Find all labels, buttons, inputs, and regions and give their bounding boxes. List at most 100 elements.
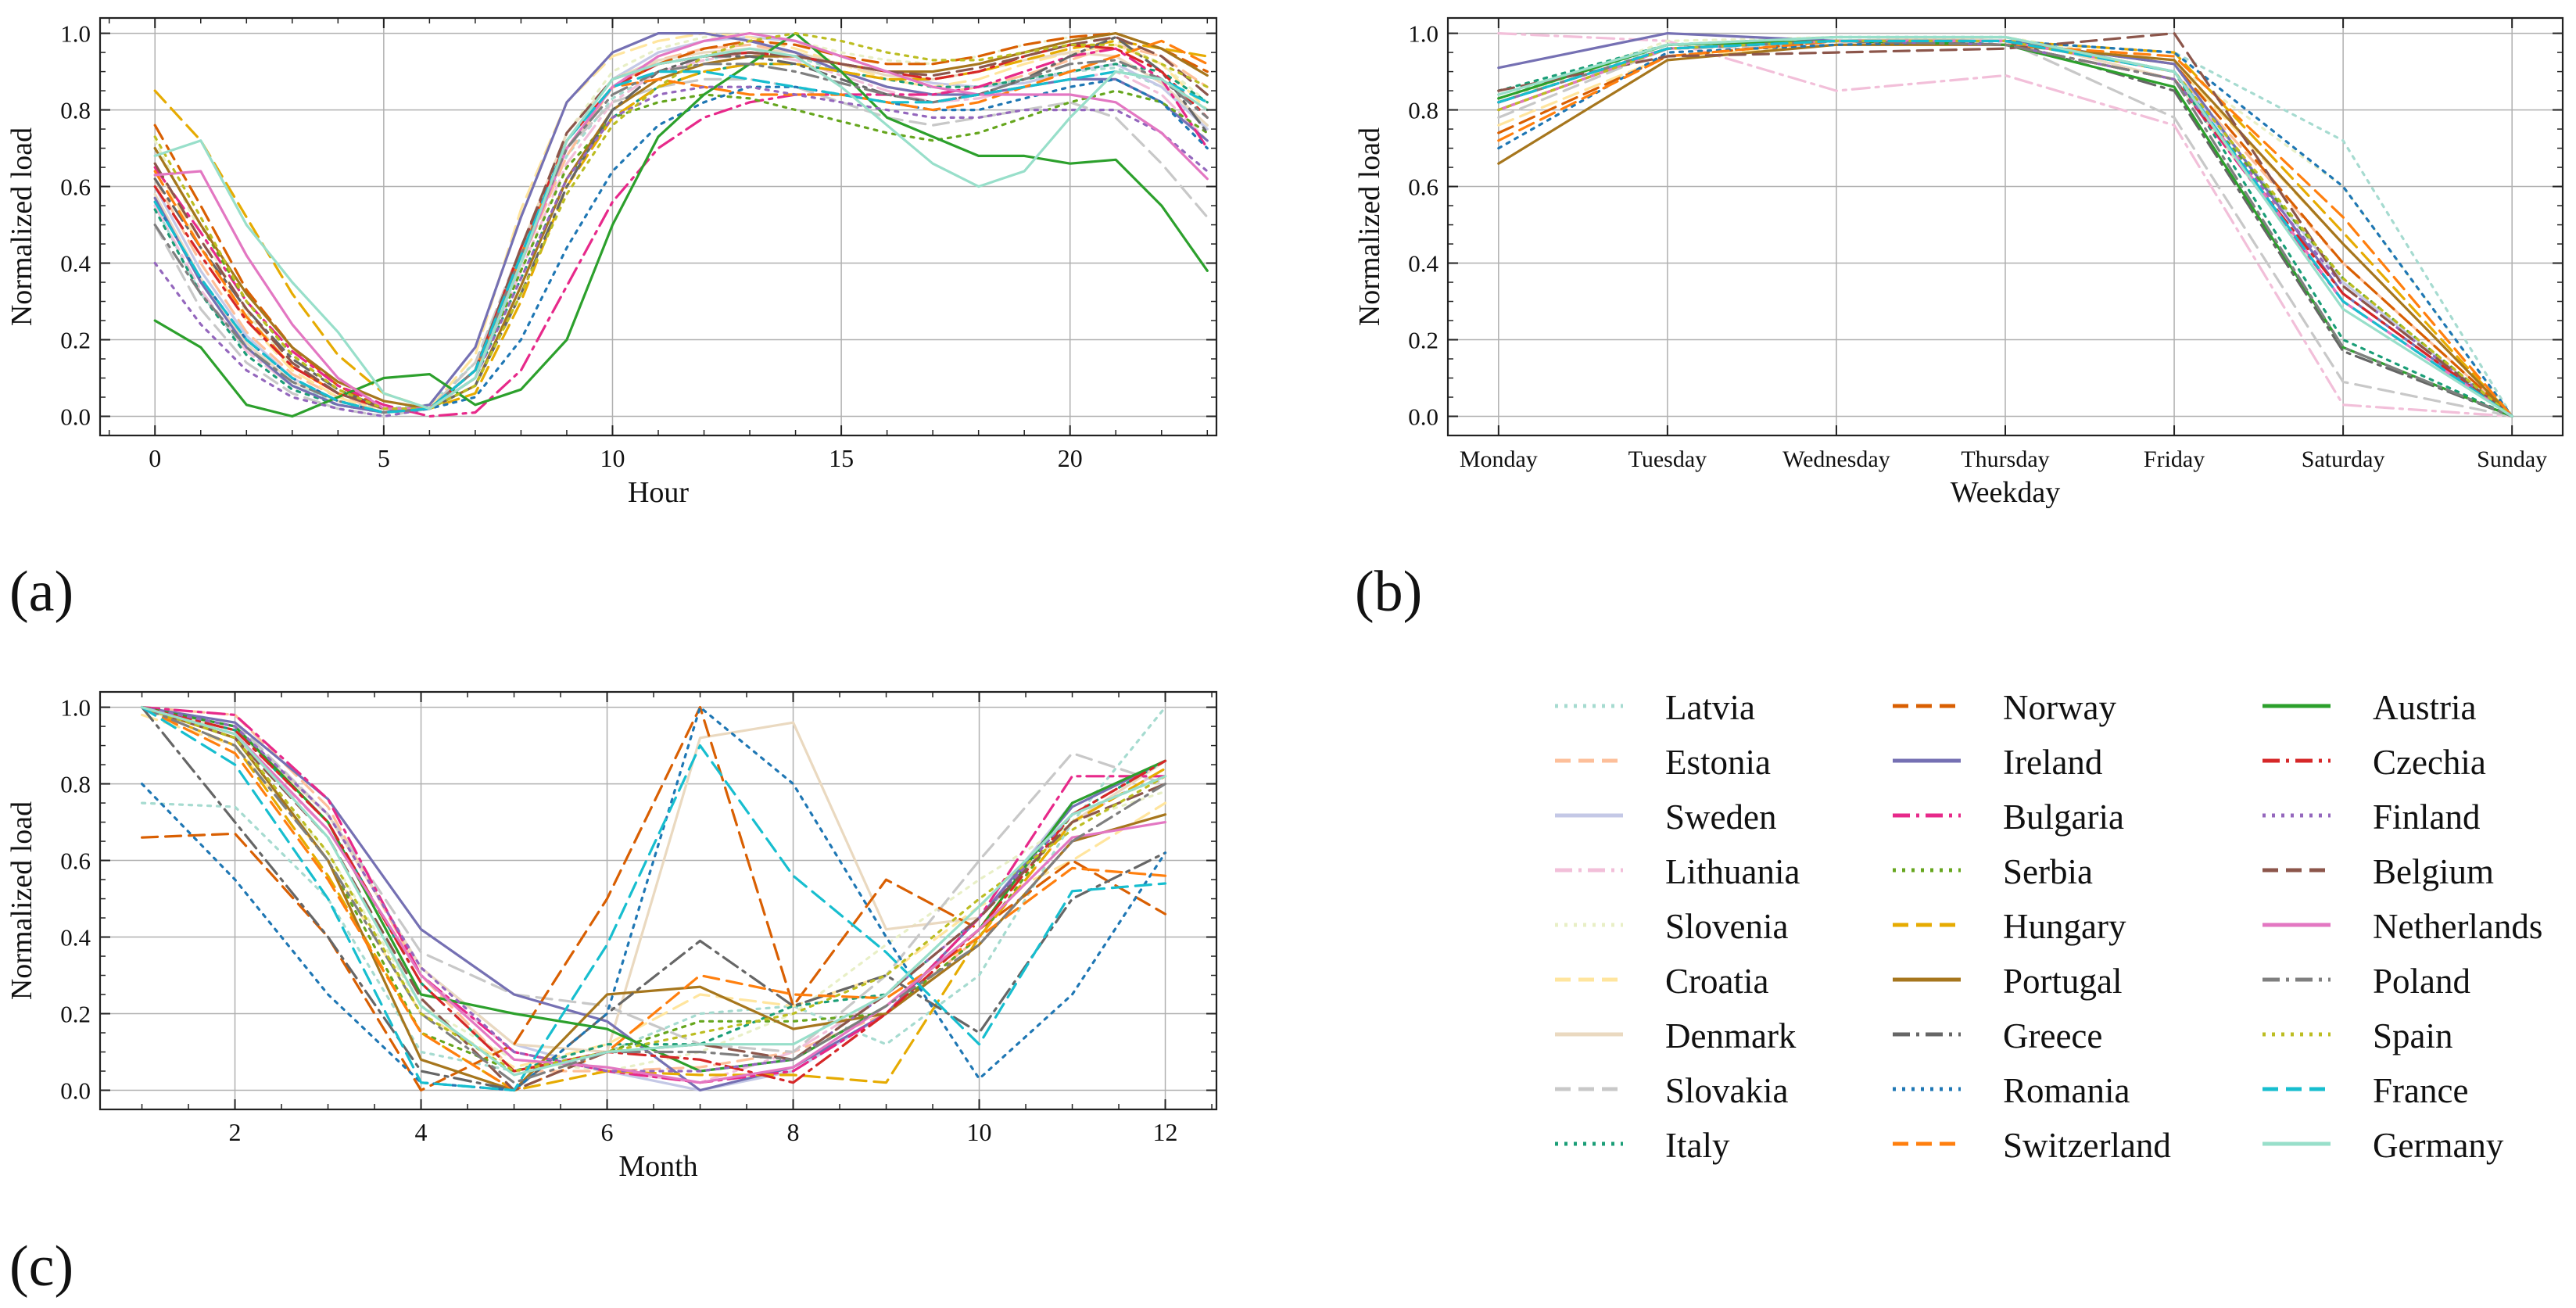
legend-item-croatia: Croatia [1552, 958, 1880, 1005]
plot-frame [99, 690, 1218, 1111]
legend-swatch [2263, 1087, 2331, 1091]
legend-swatch [1555, 758, 1623, 763]
series-line-hungary [141, 705, 1167, 1092]
legend-swatch [2263, 1141, 2331, 1146]
legend-item-lithuania: Lithuania [1552, 848, 1880, 895]
legend-item-netherlands: Netherlands [2259, 903, 2576, 950]
x-tick-label: Saturday [2302, 446, 2385, 472]
legend-label: Finland [2373, 797, 2481, 837]
series-line-france [141, 705, 1167, 1092]
y-tick-label: 0.4 [60, 250, 91, 278]
x-tick-label: 5 [378, 444, 390, 472]
legend-label: Austria [2373, 688, 2477, 727]
chart-panel-c: 2 4 6 8 10 12 0.0 0.2 0.4 0.6 0.8 1.0 Month Normalize… [5, 690, 1218, 1183]
x-tick-label: Wednesday [1782, 446, 1890, 472]
legend-label: Poland [2373, 962, 2471, 1001]
series-line-estonia [141, 705, 1167, 1073]
legend-item-slovakia: Slovakia [1552, 1067, 1880, 1114]
legend-label: Slovenia [1665, 907, 1789, 946]
series-line-poland [141, 705, 1167, 1084]
legend-label: Latvia [1665, 688, 1755, 727]
series-line-croatia [153, 31, 1209, 414]
y-tick-label: 0.8 [60, 97, 91, 124]
y-tick-label: 0.2 [1408, 327, 1438, 354]
legend-swatch [1893, 923, 1961, 927]
x-tick-label: 15 [829, 444, 854, 472]
legend-item-bulgaria: Bulgaria [1890, 794, 2218, 840]
legend-label: Greece [2003, 1016, 2103, 1055]
legend-swatch [1555, 813, 1623, 818]
legend-item-portugal: Portugal [1890, 958, 2218, 1005]
legend-swatch [1893, 704, 1961, 708]
y-tick-label: 0.6 [1408, 174, 1438, 201]
legend-label: Sweden [1665, 797, 1777, 837]
legend-label: Ireland [2003, 743, 2103, 782]
legend-item-romania: Romania [1890, 1067, 2218, 1114]
legend-item-czechia: Czechia [2259, 739, 2576, 786]
legend-swatch [1893, 1087, 1961, 1091]
x-tick-label: 0 [149, 444, 161, 472]
legend-item-ireland: Ireland [1890, 739, 2218, 786]
x-tick-label: 8 [787, 1118, 800, 1146]
legend-label: Croatia [1665, 962, 1769, 1001]
series-line-slovenia [141, 705, 1167, 1073]
legend-item-germany: Germany [2259, 1122, 2576, 1169]
legend-swatch [1893, 977, 1961, 982]
legend-swatch [2263, 813, 2331, 818]
y-axis-label: Normalized load [5, 801, 38, 1000]
legend-item-france: France [2259, 1067, 2576, 1114]
legend-swatch [2263, 977, 2331, 982]
legend-item-poland: Poland [2259, 958, 2576, 1005]
series-line-germany [141, 705, 1167, 1077]
legend-label: Germany [2373, 1126, 2504, 1165]
legend-item-italy: Italy [1552, 1122, 1880, 1169]
legend-swatch [1893, 758, 1961, 763]
legend-item-greece: Greece [1890, 1012, 2218, 1059]
series-line-france [1497, 39, 2513, 418]
x-tick-label: 20 [1058, 444, 1083, 472]
legend-label: Netherlands [2373, 907, 2543, 946]
series-line-switzerland [141, 705, 1167, 1092]
series-line-austria [153, 31, 1209, 418]
legend-item-estonia: Estonia [1552, 739, 1880, 786]
x-tick-label: Thursday [1961, 446, 2049, 472]
legend-item-norway: Norway [1890, 684, 2218, 731]
legend-swatch [1555, 1141, 1623, 1146]
y-tick-label: 0.6 [60, 174, 91, 201]
series-line-belgium [1497, 31, 2513, 418]
legend-label: France [2373, 1071, 2469, 1110]
panel-label-b: (b) [1355, 560, 1423, 624]
x-axis-label: Hour [628, 476, 689, 509]
legend-swatch [2263, 704, 2331, 708]
legend-label: Romania [2003, 1071, 2130, 1110]
legend-item-spain: Spain [2259, 1012, 2576, 1059]
series-line-belgium [153, 35, 1209, 410]
x-tick-label: 10 [600, 444, 625, 472]
chart-panel-b: Monday Tuesday Wednesday Thursday Friday Satu… [1353, 16, 2564, 509]
x-axis-label: Weekday [1951, 476, 2060, 509]
series-line-finland [153, 85, 1209, 418]
x-tick-label: 2 [229, 1118, 242, 1146]
y-tick-label: 0.4 [60, 924, 91, 951]
series-line-greece [141, 705, 1167, 1092]
panel-label-a: (a) [9, 560, 74, 624]
x-tick-label: Friday [2144, 446, 2205, 472]
y-tick-label: 0.2 [60, 327, 91, 354]
legend-label: Spain [2373, 1016, 2453, 1055]
y-tick-label: 1.0 [60, 20, 91, 48]
series-line-bulgaria [153, 47, 1209, 418]
legend-item-latvia: Latvia [1552, 684, 1880, 731]
legend-swatch [1555, 704, 1623, 708]
x-tick-label: 6 [601, 1118, 614, 1146]
series-line-germany [153, 47, 1209, 410]
series-line-slovakia [141, 705, 1167, 1054]
x-tick-label: Monday [1460, 446, 1538, 472]
legend-label: Bulgaria [2003, 797, 2124, 837]
legend-swatch [1893, 1141, 1961, 1146]
legend-swatch [1555, 1032, 1623, 1037]
y-tick-label: 0.8 [1408, 97, 1438, 124]
legend-swatch [1555, 868, 1623, 873]
series-line-spain [153, 31, 1209, 410]
legend-swatch [2263, 868, 2331, 873]
